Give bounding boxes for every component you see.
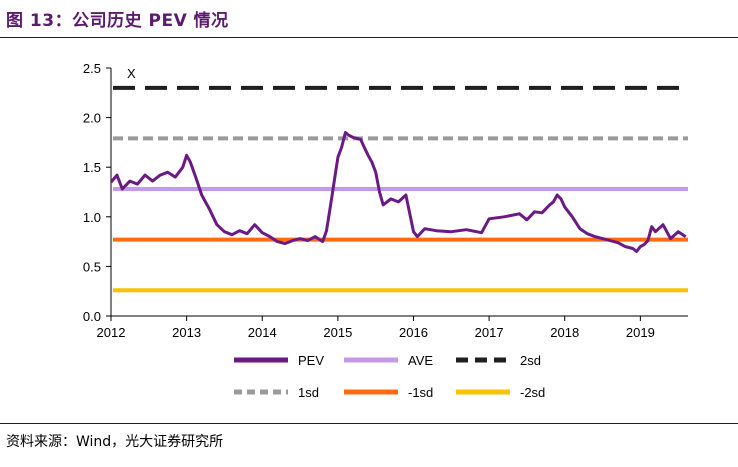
x-tick-label: 2012 xyxy=(97,325,126,340)
x-tick-label: 2016 xyxy=(399,325,428,340)
x-tick-label: 2017 xyxy=(475,325,504,340)
y-tick-label: 2.0 xyxy=(83,111,101,126)
source-divider xyxy=(0,423,738,424)
x-tick-label: 2015 xyxy=(323,325,352,340)
legend-label: AVE xyxy=(408,353,433,368)
y-tick-label: 0.5 xyxy=(83,259,101,274)
chart-annotation: X xyxy=(127,66,136,81)
x-tick-label: 2019 xyxy=(626,325,655,340)
source-note: 资料来源：Wind，光大证券研究所 xyxy=(6,434,224,450)
y-tick-label: 1.5 xyxy=(83,160,101,175)
legend-label: 1sd xyxy=(298,385,319,400)
legend-label: -1sd xyxy=(408,385,433,400)
title-divider xyxy=(0,37,738,38)
legend-label: PEV xyxy=(298,353,324,368)
series-layer xyxy=(109,131,687,253)
series-line-pev xyxy=(109,131,687,253)
legend: PEV AVE 2sd 1sd -1sd -2sd xyxy=(234,353,545,400)
y-tick-label: 2.5 xyxy=(83,61,101,76)
x-tick-label: 2014 xyxy=(248,325,277,340)
y-tick-label: 0.0 xyxy=(83,309,101,324)
axes-layer: 0.0 0.5 1.0 1.5 2.0 2.5 2012 2013 2014 2015 2016 20… xyxy=(83,61,688,340)
legend-label: 2sd xyxy=(520,353,541,368)
legend-label: -2sd xyxy=(520,385,545,400)
chart-title: 图 13：公司历史 PEV 情况 xyxy=(6,11,229,31)
y-tick-label: 1.0 xyxy=(83,210,101,225)
x-tick-label: 2018 xyxy=(550,325,579,340)
reference-lines-layer xyxy=(113,85,688,293)
x-tick-label: 2013 xyxy=(172,325,201,340)
